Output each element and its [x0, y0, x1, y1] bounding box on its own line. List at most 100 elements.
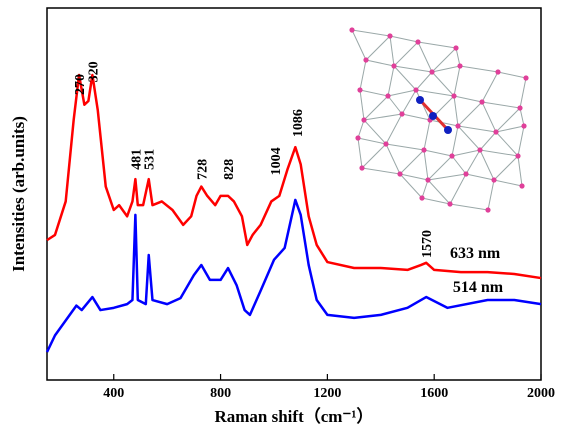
lattice-bond [394, 42, 418, 66]
lattice-bond [432, 66, 460, 72]
lattice-atom [413, 87, 418, 92]
lattice-atom [447, 201, 452, 206]
lattice-bond [458, 102, 482, 126]
lattice-bond [422, 180, 428, 198]
lattice-bond [518, 156, 522, 186]
lattice-bond [496, 108, 520, 132]
lattice-atom [521, 123, 526, 128]
lattice-bond [358, 120, 364, 138]
lattice-atom [495, 69, 500, 74]
lattice-atom [349, 27, 354, 32]
central-atom [444, 126, 452, 134]
lattice-atom [451, 93, 456, 98]
lattice-bond [362, 144, 386, 168]
lattice-atom [385, 93, 390, 98]
lattice-bond [458, 126, 480, 150]
lattice-bond [366, 36, 390, 60]
peak-label: 531 [143, 149, 158, 170]
lattice-bond [418, 42, 456, 48]
peak-label: 1004 [269, 147, 284, 175]
lattice-bond [452, 126, 458, 156]
lattice-atom [421, 147, 426, 152]
lattice-atom [415, 39, 420, 44]
lattice-atom [357, 87, 362, 92]
peak-label: 320 [86, 61, 101, 82]
lattice-bond [360, 60, 366, 90]
lattice-atom [491, 177, 496, 182]
y-axis-label: Intensities (arb.units) [9, 116, 28, 272]
lattice-bond [482, 102, 520, 108]
lattice-atom [523, 75, 528, 80]
lattice-bond [416, 72, 432, 90]
lattice-bond [480, 150, 518, 156]
x-tick-label: 2000 [527, 386, 555, 401]
lattice-atom [519, 183, 524, 188]
lattice-atom [355, 135, 360, 140]
lattice-bond [432, 48, 456, 72]
lattice-atom [429, 69, 434, 74]
lattice-atom [485, 207, 490, 212]
lattice-bond [454, 96, 458, 126]
lattice-atom [517, 105, 522, 110]
x-tick-label: 400 [103, 386, 124, 401]
lattice-atom [457, 63, 462, 68]
lattice-atom [463, 171, 468, 176]
x-tick-label: 1600 [420, 386, 448, 401]
lattice-atom [387, 33, 392, 38]
lattice-bond [390, 36, 394, 66]
x-axis-label: Raman shift（cm⁻¹） [214, 406, 373, 426]
lattice-atom [479, 99, 484, 104]
lattice-atom [397, 171, 402, 176]
lattice-bond [480, 132, 496, 150]
central-atom [429, 112, 437, 120]
lattice-bond [386, 144, 400, 174]
lattice-atom [383, 141, 388, 146]
lattice-bond [402, 90, 416, 114]
spectrum-line [47, 200, 541, 352]
lattice-bond [424, 150, 428, 180]
lattice-bond [394, 66, 432, 72]
lattice-bond [458, 126, 496, 132]
lattice-bond [450, 174, 466, 204]
peak-label: 1086 [291, 109, 306, 137]
x-tick-label: 1200 [313, 386, 341, 401]
lattice-bond [454, 96, 482, 102]
lattice-bond [418, 42, 432, 72]
lattice-bond [520, 78, 526, 108]
lattice-bond [480, 150, 494, 180]
lattice-atom [449, 153, 454, 158]
lattice-bond [452, 156, 466, 174]
lattice-bond [366, 60, 394, 66]
lattice-bond [494, 180, 522, 186]
lattice-bond [424, 120, 430, 150]
lattice-bond [498, 72, 526, 78]
lattice-bond [432, 72, 454, 96]
lattice-bond [400, 150, 424, 174]
plot-frame [47, 8, 541, 380]
lattice-bond [394, 66, 416, 90]
lattice-atom [419, 195, 424, 200]
chart: Raman shift（cm⁻¹） Intensities (arb.units… [0, 0, 564, 433]
lattice-atom [359, 165, 364, 170]
lattice-bond [360, 90, 364, 120]
lattice-atom [399, 111, 404, 116]
peak-label: 728 [195, 159, 210, 180]
lattice-bond [520, 108, 524, 126]
lattice-bond [482, 102, 496, 132]
lattice-bond [388, 96, 402, 114]
lattice-bond [460, 66, 498, 72]
lattice-bond [450, 204, 488, 210]
lattice-bond [456, 48, 460, 66]
lattice-bond [390, 36, 418, 42]
series-label: 514 nm [453, 279, 504, 296]
lattice-bond [496, 126, 524, 132]
central-atom [416, 96, 424, 104]
lattice-bond [386, 114, 402, 144]
lattice-bond [466, 174, 494, 180]
lattice-bond [416, 90, 454, 96]
lattice-atom [515, 153, 520, 158]
lattice-bond [402, 114, 430, 120]
peak-label: 1570 [420, 230, 435, 258]
peak-label: 828 [222, 159, 237, 180]
lattice-bond [488, 180, 494, 210]
